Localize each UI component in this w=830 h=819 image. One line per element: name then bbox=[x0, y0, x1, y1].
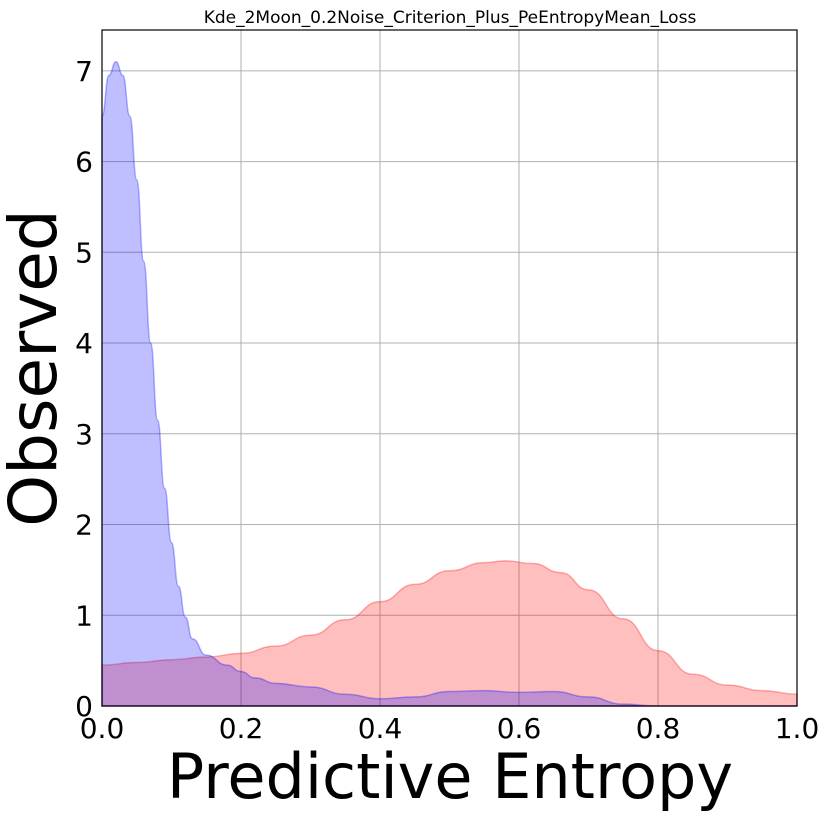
x-tick-label: 0.0 bbox=[80, 712, 125, 745]
y-tick-label: 1 bbox=[75, 599, 93, 632]
x-tick-label: 0.4 bbox=[358, 712, 403, 745]
density-areas bbox=[101, 61, 798, 707]
x-tick-label: 0.2 bbox=[219, 712, 264, 745]
plot-frame bbox=[101, 29, 798, 707]
x-tick-label: 0.8 bbox=[636, 712, 681, 745]
x-axis-label: Predictive Entropy bbox=[167, 740, 733, 813]
chart-title: Kde_2Moon_0.2Noise_Criterion_Plus_PeEntr… bbox=[204, 8, 697, 28]
x-tick-label: 1.0 bbox=[775, 712, 820, 745]
x-tick-label: 0.6 bbox=[497, 712, 542, 745]
y-tick-label: 2 bbox=[75, 509, 93, 542]
y-tick-labels: 0 1 2 3 4 5 6 7 bbox=[75, 55, 93, 723]
y-tick-label: 3 bbox=[75, 418, 93, 451]
density-area-1 bbox=[101, 61, 797, 707]
y-tick-label: 7 bbox=[75, 55, 93, 88]
y-tick-label: 4 bbox=[75, 327, 93, 360]
y-tick-label: 6 bbox=[75, 146, 93, 179]
y-axis-label: Observed bbox=[0, 209, 72, 527]
y-tick-label: 0 bbox=[75, 690, 93, 723]
density-area-0 bbox=[101, 560, 798, 707]
x-tick-labels: 0.0 0.2 0.4 0.6 0.8 1.0 bbox=[80, 712, 820, 745]
y-tick-label: 5 bbox=[75, 236, 93, 269]
